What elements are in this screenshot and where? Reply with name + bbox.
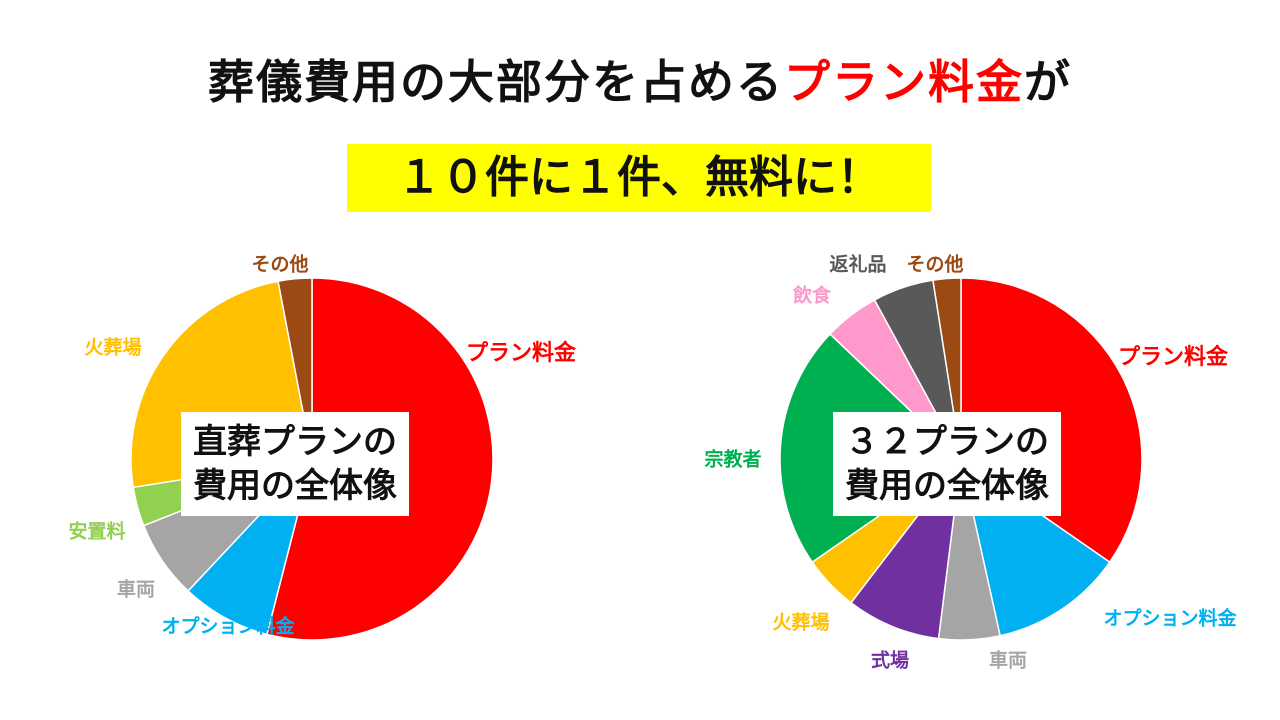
slice-label-3: 安置料 xyxy=(68,520,125,543)
pie-center-label-direct: 直葬プランの 費用の全体像 xyxy=(181,412,409,516)
center-line-2: 費用の全体像 xyxy=(845,466,1049,506)
slice-label-6: 飲食 xyxy=(792,284,832,307)
slice-label-0: プラン料金 xyxy=(1118,344,1229,370)
center-line-1: 直葬プランの xyxy=(193,422,397,462)
pie-center-label-32: ３２プランの 費用の全体像 xyxy=(833,412,1061,516)
center-line-2: 費用の全体像 xyxy=(193,466,397,506)
headline-accent: プラン料金 xyxy=(784,55,1024,109)
slice-label-8: その他 xyxy=(906,253,963,276)
slice-label-5: 宗教者 xyxy=(704,448,761,471)
headline-main: 葬儀費用の大部分を占める xyxy=(208,55,784,109)
slice-label-2: 車両 xyxy=(117,578,155,601)
subhead-banner: １０件に１件、無料に！ xyxy=(347,144,931,212)
slice-label-3: 式場 xyxy=(871,649,909,672)
slice-label-7: 返礼品 xyxy=(829,253,886,276)
slice-label-4: 火葬場 xyxy=(772,611,829,634)
slice-label-1: オプション料金 xyxy=(1103,607,1237,630)
slice-label-1: オプション料金 xyxy=(161,615,295,638)
headline-tail: が xyxy=(1024,55,1072,109)
slice-label-4: 火葬場 xyxy=(84,336,141,359)
slice-label-5: その他 xyxy=(251,253,308,276)
slice-label-2: 車両 xyxy=(989,649,1027,672)
headline: 葬儀費用の大部分を占めるプラン料金が xyxy=(0,52,1280,112)
center-line-1: ３２プランの xyxy=(845,422,1049,462)
slice-label-0: プラン料金 xyxy=(466,340,577,366)
